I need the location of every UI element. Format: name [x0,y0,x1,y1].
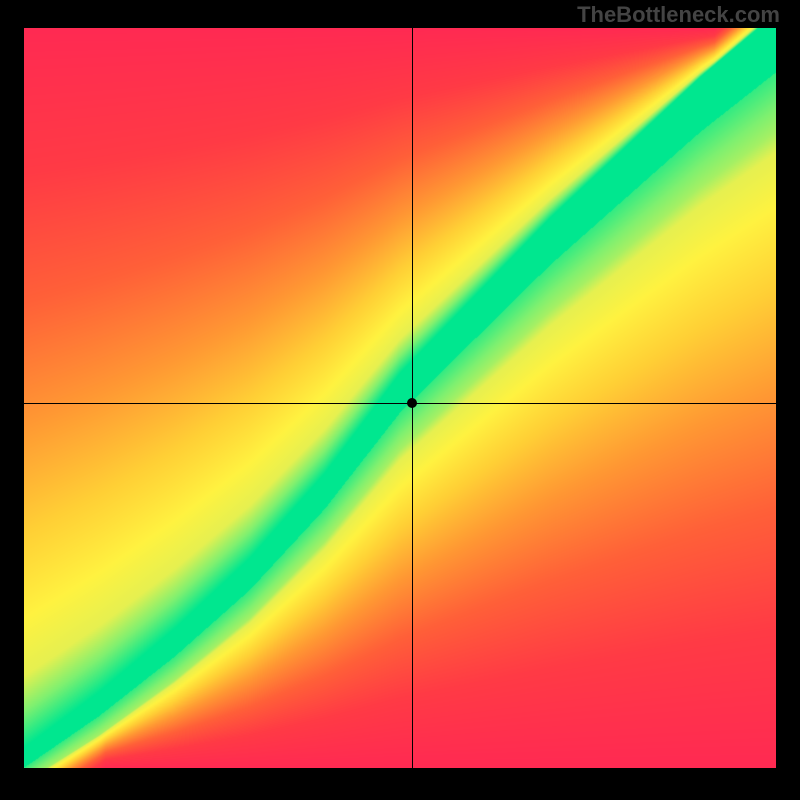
crosshair-horizontal [24,403,776,404]
marker-point [407,398,417,408]
plot-area [24,28,776,768]
chart-container: TheBottleneck.com [0,0,800,800]
heatmap-canvas [24,28,776,768]
watermark-text: TheBottleneck.com [577,2,780,28]
